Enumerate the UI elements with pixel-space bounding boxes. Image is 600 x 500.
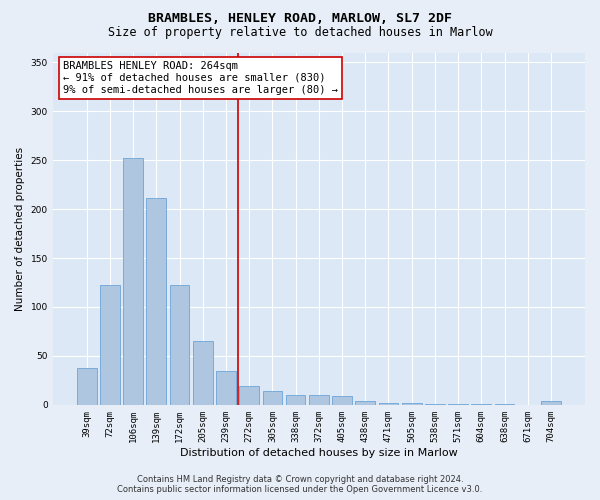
Bar	[332, 396, 352, 405]
Text: Contains HM Land Registry data © Crown copyright and database right 2024.
Contai: Contains HM Land Registry data © Crown c…	[118, 474, 482, 494]
Bar	[239, 386, 259, 405]
Bar	[494, 404, 514, 405]
Bar	[193, 341, 212, 405]
Bar	[216, 370, 236, 405]
Bar	[541, 401, 561, 405]
Bar	[379, 403, 398, 405]
Bar	[472, 404, 491, 405]
Bar	[425, 404, 445, 405]
Bar	[77, 368, 97, 405]
Bar	[286, 395, 305, 405]
Bar	[448, 404, 468, 405]
Text: BRAMBLES, HENLEY ROAD, MARLOW, SL7 2DF: BRAMBLES, HENLEY ROAD, MARLOW, SL7 2DF	[148, 12, 452, 26]
Bar	[100, 286, 120, 405]
Bar	[146, 198, 166, 405]
Bar	[309, 395, 329, 405]
X-axis label: Distribution of detached houses by size in Marlow: Distribution of detached houses by size …	[180, 448, 458, 458]
Y-axis label: Number of detached properties: Number of detached properties	[15, 146, 25, 310]
Bar	[355, 401, 375, 405]
Bar	[123, 158, 143, 405]
Bar	[402, 403, 422, 405]
Bar	[170, 286, 190, 405]
Text: Size of property relative to detached houses in Marlow: Size of property relative to detached ho…	[107, 26, 493, 39]
Text: BRAMBLES HENLEY ROAD: 264sqm
← 91% of detached houses are smaller (830)
9% of se: BRAMBLES HENLEY ROAD: 264sqm ← 91% of de…	[64, 62, 338, 94]
Bar	[263, 391, 282, 405]
